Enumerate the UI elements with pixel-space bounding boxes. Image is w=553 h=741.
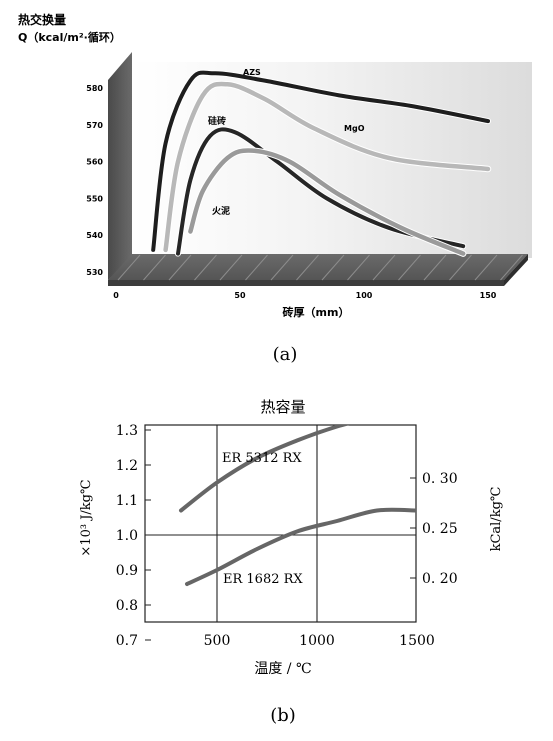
chart-a-floor-line: [219, 254, 243, 281]
chart-a-y-tick-label: 550: [86, 194, 103, 203]
chart-a-floor-line: [500, 254, 523, 281]
chart-b-ylabel-left: ×10³ J/kg℃: [79, 479, 94, 556]
chart-a-label-azs: AZS: [243, 68, 261, 77]
chart-b-heat-capacity: 热容量 1.3 1.2 1.1 1.0 0.9 0.8 0.7 0. 30 0. 25 0. 2…: [79, 398, 504, 726]
chart-b-y-tick-label: 1.2: [116, 458, 138, 474]
chart-a-floor: [108, 254, 528, 280]
chart-a-y-tick-label: 530: [86, 268, 103, 277]
chart-a-y-ticks: 580 570 560 550 540 530: [86, 84, 103, 277]
chart-b-y-tick-label: 0.7: [116, 633, 138, 649]
chart-a-label-mgo: MgO: [344, 124, 365, 133]
chart-b-y-tick-label: 1.3: [116, 423, 138, 439]
chart-a-series-line: [163, 81, 491, 253]
chart-a-label-fireclay: 火泥: [212, 205, 230, 217]
chart-a-x-tick-label: 50: [234, 291, 246, 300]
chart-a-ylabel-line2: Q（kcal/m²·循环）: [18, 30, 121, 44]
chart-b-series-line: [179, 425, 350, 513]
chart-b-y-tick-label: 1.0: [116, 528, 138, 544]
chart-b-series: [179, 425, 416, 586]
chart-a-ylabel-line1: 热交换量: [18, 12, 66, 27]
chart-b-series-line: [185, 507, 416, 586]
chart-b-right-tick-label: 0. 20: [422, 571, 458, 587]
chart-b-label-er5312: ER 5312 RX: [222, 451, 302, 466]
chart-a-xlabel: 砖厚（mm）: [283, 305, 350, 319]
chart-a-floor-line: [245, 254, 268, 281]
chart-a-floor-right: [504, 254, 528, 286]
chart-a-floor-line: [117, 254, 141, 281]
chart-a-floor-front: [108, 280, 504, 286]
chart-b-caption: (b): [270, 705, 296, 726]
chart-a-floor-line: [372, 254, 396, 281]
chart-a-floor-line: [398, 254, 421, 281]
chart-b-y-tick-label: 0.9: [116, 563, 138, 579]
chart-a-x-ticks: 0 50 100 150: [113, 291, 497, 300]
chart-a-floor-line: [168, 254, 192, 281]
chart-b-x-tick-label: 1500: [399, 633, 435, 649]
chart-a-caption: (a): [273, 344, 298, 365]
chart-a-y-tick-label: 540: [86, 231, 103, 240]
chart-a-series-line: [176, 127, 466, 256]
chart-a-y-tick-label: 560: [86, 158, 103, 167]
chart-b-x-tick-label: 500: [204, 633, 231, 649]
chart-b-label-er1682: ER 1682 RX: [223, 572, 303, 587]
chart-a-series-line: [151, 70, 490, 252]
chart-a-floor-line: [194, 254, 217, 281]
chart-a-floor-line: [423, 254, 447, 281]
chart-a-x-tick-label: 0: [113, 291, 119, 300]
chart-b-xlabel: 温度 / ℃: [254, 661, 311, 677]
chart-a-y-tick-label: 570: [86, 121, 103, 130]
chart-a-floor-line: [347, 254, 370, 281]
chart-b-plot-frame: [144, 424, 417, 623]
chart-a-y-tick-label: 580: [86, 84, 103, 93]
chart-b-y-tick-label: 1.1: [116, 493, 138, 509]
chart-b-y-tick-label: 0.8: [116, 598, 138, 614]
chart-a-floor-line: [449, 254, 472, 281]
chart-b-right-ticks: 0. 30 0. 25 0. 20: [410, 471, 458, 587]
chart-a-floor-line: [321, 254, 345, 281]
chart-a-series-line: [188, 148, 466, 256]
chart-a-x-tick-label: 150: [480, 291, 497, 300]
chart-a-floor-line: [143, 254, 166, 281]
chart-b-x-tick-label: 1000: [299, 633, 335, 649]
chart-a-series: [150, 69, 492, 257]
chart-a-floor-line: [474, 254, 498, 281]
chart-b-x-ticks: 500 1000 1500: [204, 633, 435, 649]
chart-b-y-ticks: 1.3 1.2 1.1 1.0 0.9 0.8 0.7: [116, 423, 151, 649]
chart-a-label-silica: 硅砖: [208, 115, 226, 127]
chart-b-title: 热容量: [260, 398, 305, 416]
chart-b-right-tick-label: 0. 25: [422, 521, 458, 537]
chart-a-heat-exchange: 热交换量 Q（kcal/m²·循环） 580 570 560 550 540 530 0 5…: [18, 12, 532, 365]
chart-b-ylabel-right: kCal/kg℃: [489, 487, 504, 552]
chart-a-side-wall: [108, 52, 132, 280]
chart-a-floor-line: [270, 254, 294, 281]
chart-a-floor-grid: [117, 254, 523, 281]
chart-b-right-tick-label: 0. 30: [422, 471, 458, 487]
chart-a-x-tick-label: 100: [356, 291, 373, 300]
chart-a-floor-line: [296, 254, 319, 281]
